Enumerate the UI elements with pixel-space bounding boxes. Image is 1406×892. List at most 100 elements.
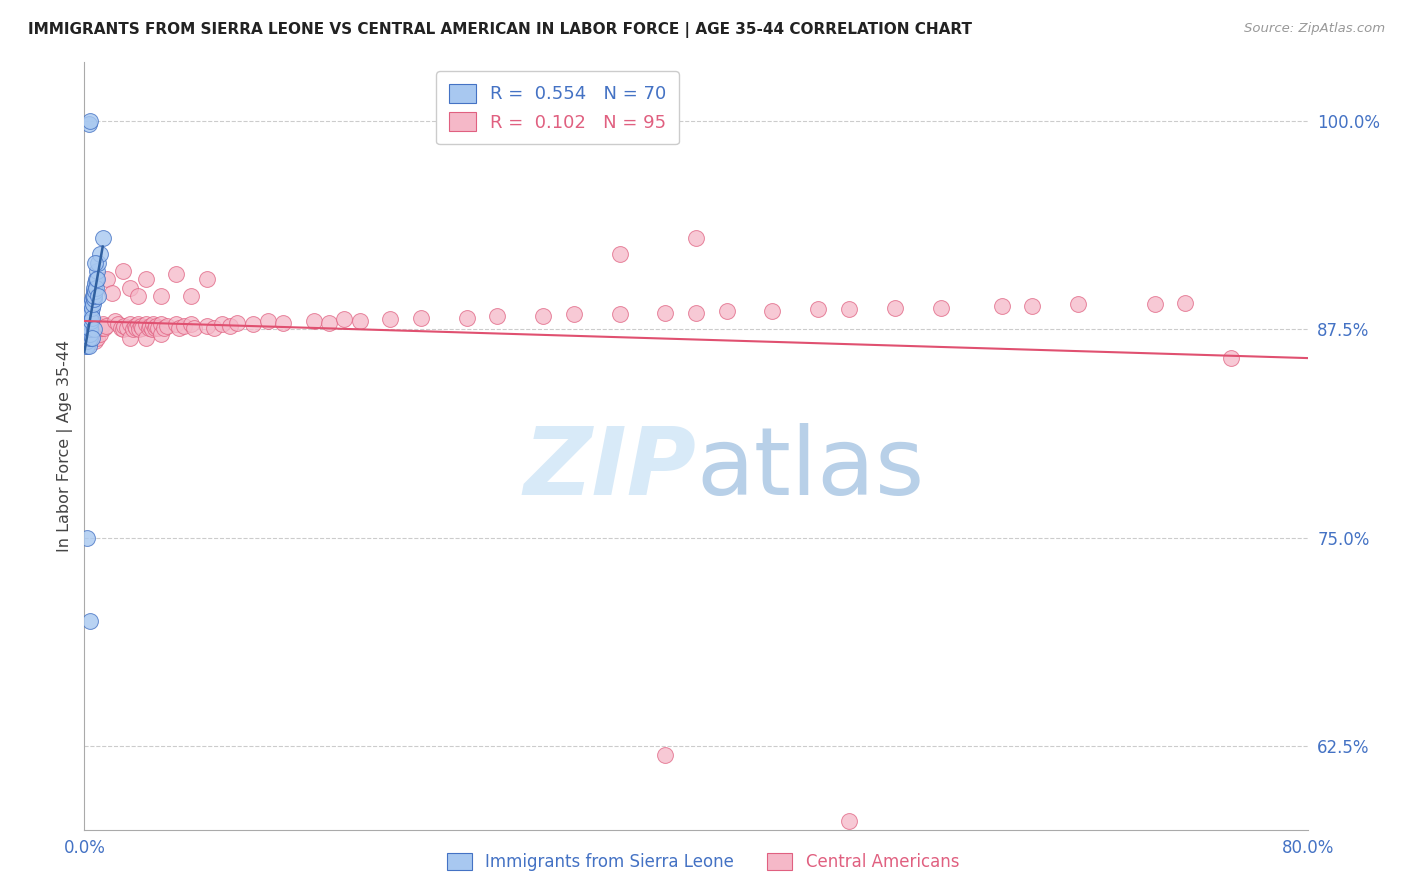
Legend: Immigrants from Sierra Leone, Central Americans: Immigrants from Sierra Leone, Central Am… <box>439 845 967 880</box>
Point <box>104 314 127 328</box>
Point <box>87 289 110 303</box>
Point <box>112 318 135 333</box>
Point <box>195 318 218 333</box>
Point <box>226 316 249 330</box>
Point <box>149 327 172 342</box>
Point <box>86 272 108 286</box>
Point <box>84 272 107 286</box>
Point <box>349 314 371 328</box>
Point <box>75 318 97 332</box>
Point <box>1021 299 1043 313</box>
Point <box>183 320 205 334</box>
Point <box>807 302 830 317</box>
Point <box>76 339 98 353</box>
Point <box>138 320 160 334</box>
Point <box>77 330 100 344</box>
Point <box>156 318 179 333</box>
Point <box>531 309 554 323</box>
Point <box>87 255 110 269</box>
Point <box>96 272 118 286</box>
Point <box>145 318 167 333</box>
Point <box>141 322 163 336</box>
Point <box>111 264 134 278</box>
Point <box>165 318 187 332</box>
Point <box>89 327 111 342</box>
Point <box>195 272 218 286</box>
Point <box>80 301 103 315</box>
Point <box>80 310 103 325</box>
Text: IMMIGRANTS FROM SIERRA LEONE VS CENTRAL AMERICAN IN LABOR FORCE | AGE 35-44 CORR: IMMIGRANTS FROM SIERRA LEONE VS CENTRAL … <box>28 22 972 38</box>
Point <box>93 320 115 334</box>
Point <box>173 318 195 333</box>
Point <box>79 314 101 328</box>
Point <box>82 289 104 303</box>
Point <box>76 327 98 342</box>
Point <box>84 334 107 348</box>
Point <box>79 305 101 319</box>
Point <box>77 310 100 325</box>
Point <box>76 334 98 348</box>
Point <box>562 307 585 321</box>
Point <box>135 330 157 344</box>
Point <box>107 318 129 332</box>
Point <box>101 285 124 300</box>
Point <box>202 320 225 334</box>
Point <box>165 267 187 281</box>
Point <box>79 322 101 336</box>
Point <box>127 318 149 332</box>
Point <box>84 255 107 269</box>
Point <box>82 297 104 311</box>
Point <box>80 292 103 306</box>
Point <box>838 302 860 317</box>
Point <box>218 318 240 333</box>
Point <box>654 747 676 762</box>
Point <box>77 320 100 334</box>
Point <box>654 305 676 319</box>
Point <box>80 318 103 332</box>
Point <box>79 301 101 315</box>
Point <box>75 322 97 336</box>
Point <box>86 330 108 344</box>
Point <box>75 309 97 323</box>
Point <box>149 289 172 303</box>
Point <box>75 327 97 342</box>
Point <box>79 614 101 628</box>
Point <box>86 264 108 278</box>
Legend: R =  0.554   N = 70, R =  0.102   N = 95: R = 0.554 N = 70, R = 0.102 N = 95 <box>436 71 679 145</box>
Point <box>180 289 202 303</box>
Point <box>128 322 150 336</box>
Point <box>149 318 172 332</box>
Point <box>211 318 233 332</box>
Point <box>146 320 169 334</box>
Point <box>271 316 294 330</box>
Point <box>76 531 98 545</box>
Point <box>77 327 100 342</box>
Point <box>77 330 100 344</box>
Point <box>79 309 101 323</box>
Point <box>135 272 157 286</box>
Point <box>167 320 190 334</box>
Point <box>84 322 107 336</box>
Point <box>716 304 738 318</box>
Point <box>929 301 952 315</box>
Point <box>79 318 101 332</box>
Point <box>84 284 107 298</box>
Point <box>77 318 100 332</box>
Point <box>153 320 176 334</box>
Point <box>75 339 97 353</box>
Point <box>76 318 98 332</box>
Point <box>456 310 478 325</box>
Point <box>77 318 100 332</box>
Point <box>75 330 97 344</box>
Point <box>77 117 100 131</box>
Point <box>1174 295 1197 310</box>
Point <box>333 312 356 326</box>
Point <box>76 322 98 336</box>
Point <box>79 330 101 344</box>
Point <box>142 318 165 332</box>
Text: ZIP: ZIP <box>523 423 696 515</box>
Point <box>83 292 105 306</box>
Point <box>120 280 142 294</box>
Point <box>486 309 509 323</box>
Point <box>409 310 432 325</box>
